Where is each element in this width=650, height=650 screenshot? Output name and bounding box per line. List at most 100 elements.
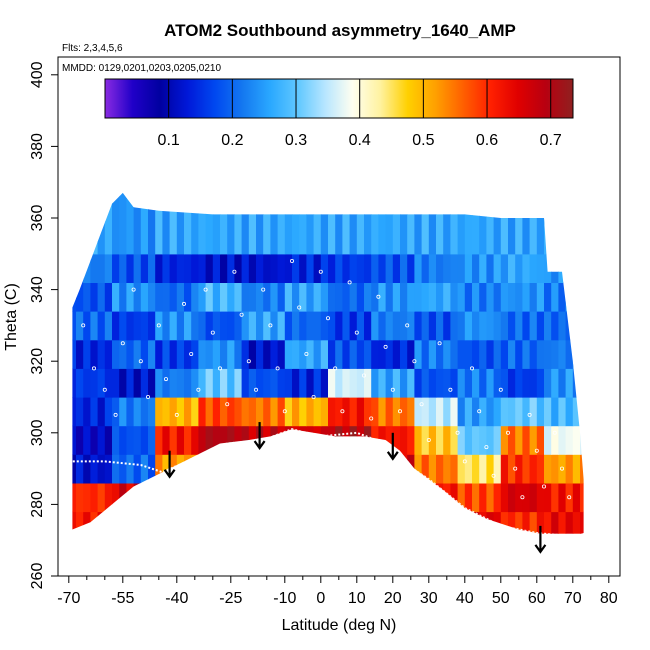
heatmap-cell [191,482,199,513]
heatmap-cell [457,192,466,255]
heatmap-cell [378,339,387,369]
sample-point [369,416,374,421]
sample-point [196,387,201,392]
heatmap-cell [263,482,271,513]
heatmap-cell [364,311,372,341]
heatmap-cell [248,397,257,427]
heatmap-cell [140,339,149,369]
heatmap-cell [263,425,271,455]
sample-point [297,305,302,310]
heatmap-cell [234,339,243,369]
heatmap-cell [472,368,480,398]
heatmap-cell [486,368,495,398]
heatmap-cell [306,192,315,255]
heatmap-cell [90,339,99,369]
heatmap-cell [551,511,559,534]
heatmap-cell [472,339,480,369]
heatmap-cell [90,511,99,534]
heatmap-cell [529,511,538,534]
heatmap-cell [565,192,574,255]
sample-point [239,312,244,317]
heatmap-cell [241,425,250,455]
heatmap-cell [97,397,106,427]
heatmap-cell [205,192,214,255]
heatmap-cell [241,339,250,369]
heatmap-cell [436,339,444,369]
heatmap-cell [328,482,336,513]
heatmap-cell [140,397,149,427]
heatmap-cell [500,425,509,455]
heatmap-cell [508,397,516,427]
heatmap-cell [169,454,178,484]
heatmap-cell [508,253,516,283]
heatmap-cell [83,339,91,369]
x-axis-label: Latitude (deg N) [282,617,397,634]
heatmap-cell [486,482,495,513]
heatmap-cell [479,192,487,255]
heatmap-cell [72,311,77,341]
heatmap-cell [76,368,84,398]
heatmap-cell [371,192,379,255]
heatmap-cell [299,339,307,369]
heatmap-cell [436,425,444,455]
heatmap-cell [378,454,387,484]
heatmap-cell [119,339,127,369]
sample-point [225,402,230,407]
heatmap-cell [306,311,315,341]
heatmap-cell [536,192,545,255]
sample-point [163,377,168,382]
heatmap-cell [112,482,120,513]
heatmap-cell [414,454,423,484]
y-tick-label: 300 [29,419,46,446]
heatmap-cell [356,253,365,283]
heatmap-cell [385,192,394,255]
heatmap-cell [529,311,538,341]
heatmap-cell [277,397,286,427]
heatmap-cell [443,339,451,369]
heatmap-cell [263,339,271,369]
heatmap-cell [472,311,480,341]
heatmap-cell [176,192,185,255]
heatmap-cell [198,368,207,398]
heatmap-cell [508,311,516,341]
heatmap-cell [392,397,401,427]
heatmap-cell [270,253,279,283]
heatmap-cell [306,425,315,455]
heatmap-cell [335,339,343,369]
arrow-head [253,440,266,450]
x-tick-label: -10 [273,590,296,607]
heatmap-cell [126,339,135,369]
sample-point [275,366,280,371]
heatmap-cell [169,253,178,283]
heatmap-cell [572,368,581,398]
heatmap-cell [522,454,531,484]
sample-point [156,323,161,328]
heatmap-cell [342,511,351,534]
heatmap-cell [277,311,286,341]
heatmap-cell [450,397,459,427]
heatmap-cell [284,311,293,341]
heatmap-cell [104,282,113,312]
heatmap-cell [191,339,199,369]
colorbar-tick-label: 0.6 [476,132,498,149]
heatmap-cell [83,511,91,534]
heatmap-cell [450,511,459,534]
sample-point [491,473,496,478]
heatmap-cell [277,511,286,534]
heatmap-cell [407,511,415,534]
heatmap-cell [292,339,300,369]
heatmap-cell [500,511,509,534]
sample-point [455,430,460,435]
heatmap-cell [536,282,545,312]
heatmap-cell [335,482,343,513]
heatmap-cell [263,368,271,398]
heatmap-cell [227,511,235,534]
heatmap-cell [349,282,358,312]
heatmap-cell [155,282,163,312]
heatmap-cell [169,192,178,255]
heatmap-cell [227,425,235,455]
heatmap-cell [522,192,531,255]
heatmap-cell [112,282,120,312]
heatmap-cell [320,311,329,341]
heatmap-cell [328,192,336,255]
